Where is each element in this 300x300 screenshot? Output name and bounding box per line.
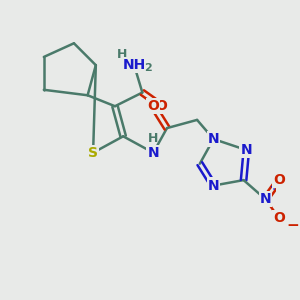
Text: H: H bbox=[117, 48, 127, 61]
Text: N: N bbox=[260, 192, 271, 206]
Text: 2: 2 bbox=[144, 63, 152, 73]
Text: N: N bbox=[148, 146, 159, 160]
Text: O: O bbox=[273, 173, 285, 187]
Text: +: + bbox=[270, 182, 278, 192]
Text: N: N bbox=[241, 143, 252, 157]
Text: NH: NH bbox=[122, 58, 146, 72]
Text: S: S bbox=[88, 146, 98, 160]
Text: O: O bbox=[273, 212, 285, 225]
Text: −: − bbox=[287, 218, 300, 233]
Text: H: H bbox=[148, 132, 158, 145]
Text: O: O bbox=[156, 99, 167, 113]
Text: N: N bbox=[208, 178, 219, 193]
Text: NH: NH bbox=[122, 58, 146, 72]
Text: O: O bbox=[147, 99, 159, 113]
Text: N: N bbox=[208, 132, 219, 146]
